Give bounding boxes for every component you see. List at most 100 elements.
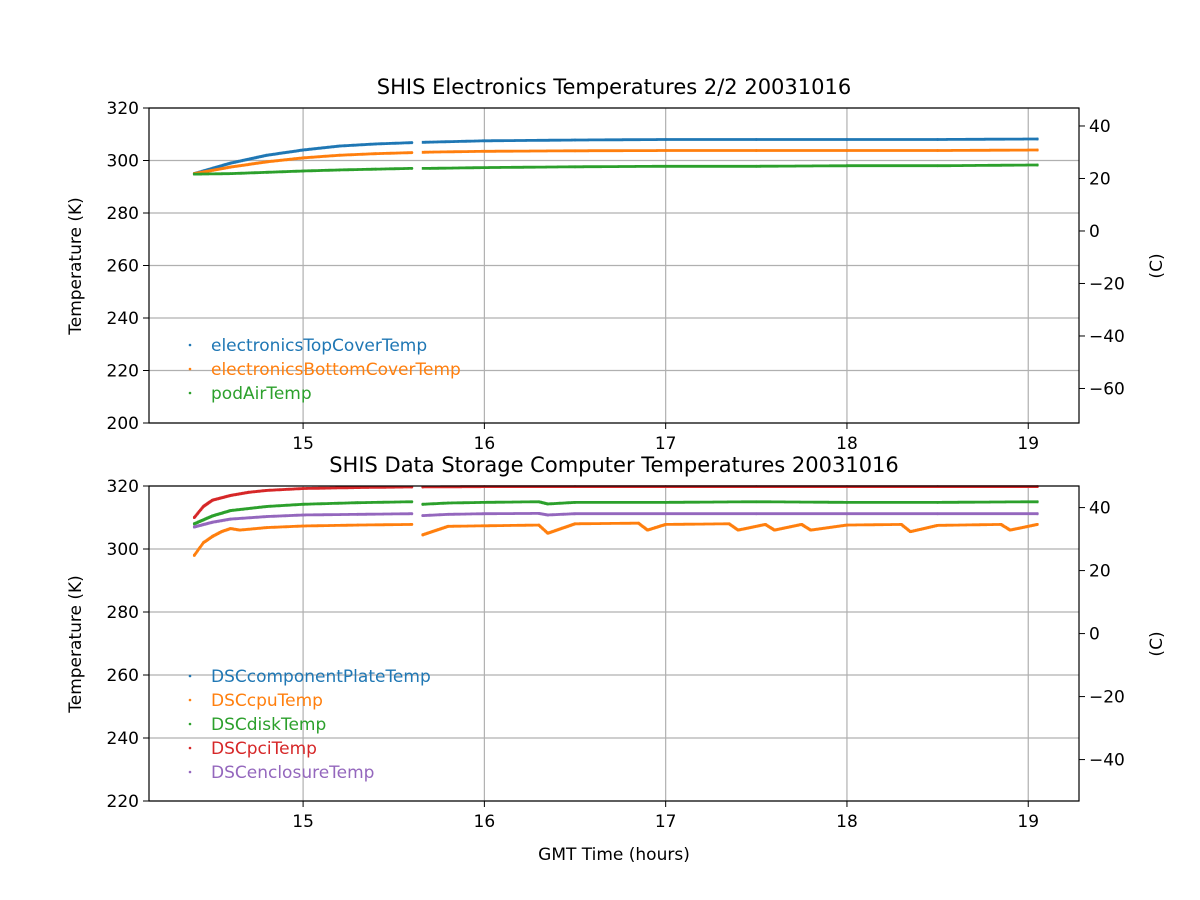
y-ticks-bottom: 220 240 260 280 300 320 xyxy=(107,477,149,812)
y-right-tick-label: 0 xyxy=(1089,625,1100,645)
data-point xyxy=(374,142,378,146)
y-ticks-right-top: 40 20 0 −20 −40 −60 xyxy=(1079,117,1125,399)
data-point xyxy=(754,164,758,168)
series-top xyxy=(192,137,1039,176)
data-point xyxy=(301,502,305,506)
data-point xyxy=(192,553,196,557)
data-point xyxy=(229,172,232,176)
data-point xyxy=(664,523,668,526)
data-point xyxy=(754,512,758,516)
x-tick-label: 16 xyxy=(474,812,496,832)
data-point xyxy=(936,512,939,516)
data-point xyxy=(936,164,939,168)
data-point xyxy=(573,522,577,526)
x-axis-label-bottom: GMT Time (hours) xyxy=(538,845,690,865)
data-point xyxy=(936,500,939,504)
y-tick-label: 260 xyxy=(107,257,139,277)
data-point xyxy=(337,168,341,172)
data-point xyxy=(337,144,341,148)
data-point xyxy=(356,523,359,527)
data-point xyxy=(356,486,359,489)
data-point xyxy=(546,513,550,517)
legend-label: podAirTemp xyxy=(211,384,312,404)
data-point xyxy=(936,138,939,141)
data-point xyxy=(337,153,341,157)
chart-bottom-dsc: 15 16 17 18 19 220 240 260 280 300 320 40 20 0 −20 −4… xyxy=(66,453,1167,865)
data-point xyxy=(192,525,196,529)
data-point xyxy=(265,160,269,164)
data-point xyxy=(211,520,214,524)
x-tick-label: 18 xyxy=(836,434,858,454)
data-point xyxy=(428,150,432,154)
data-point xyxy=(428,166,432,170)
x-tick-label: 16 xyxy=(474,434,496,454)
chart-title-top: SHIS Electronics Temperatures 2/2 200310… xyxy=(377,75,851,99)
data-point xyxy=(410,523,414,526)
data-point xyxy=(845,500,849,504)
data-point xyxy=(646,528,649,532)
data-point xyxy=(736,528,740,532)
y-axis-label-right-bottom: (C) xyxy=(1147,631,1167,656)
legend-marker xyxy=(188,722,192,726)
data-point xyxy=(192,172,196,176)
data-point xyxy=(482,512,486,516)
y-tick-label: 280 xyxy=(107,204,139,224)
legend-marker xyxy=(188,746,192,750)
data-point xyxy=(301,513,305,517)
data-point xyxy=(482,166,486,169)
data-point xyxy=(482,139,486,143)
legend-marker xyxy=(188,367,192,371)
data-point xyxy=(421,502,425,506)
data-point xyxy=(301,524,305,528)
data-point xyxy=(727,522,731,526)
data-point xyxy=(410,151,414,155)
data-point xyxy=(664,149,668,152)
y-right-tick-label: −40 xyxy=(1089,327,1125,347)
data-point xyxy=(899,523,903,526)
data-point xyxy=(410,500,414,504)
chart-title-bottom: SHIS Data Storage Computer Temperatures … xyxy=(329,453,899,477)
x-tick-label: 15 xyxy=(292,434,314,454)
y-right-tick-label: 40 xyxy=(1089,117,1111,137)
grid-top xyxy=(149,107,1079,424)
series-DSCcpuTemp xyxy=(192,521,1039,557)
y-tick-label: 220 xyxy=(107,792,139,812)
data-point xyxy=(410,166,414,170)
data-point xyxy=(238,528,242,532)
y-right-tick-label: 40 xyxy=(1089,499,1111,519)
data-point xyxy=(265,505,269,508)
data-point xyxy=(220,530,223,534)
y-right-tick-label: −20 xyxy=(1089,688,1125,708)
data-point xyxy=(265,489,269,492)
data-point xyxy=(229,509,232,512)
data-point xyxy=(229,517,232,521)
data-point xyxy=(201,541,205,545)
y-axis-label-right-top: (C) xyxy=(1147,253,1167,278)
y-tick-label: 300 xyxy=(107,152,139,172)
data-point xyxy=(754,500,758,504)
y-tick-label: 320 xyxy=(107,99,139,119)
y-tick-label: 240 xyxy=(107,729,139,749)
data-point xyxy=(356,512,359,516)
data-point xyxy=(800,523,804,526)
data-point xyxy=(301,148,305,152)
data-point xyxy=(664,500,668,504)
legend-marker xyxy=(188,770,192,774)
data-point xyxy=(1035,148,1039,152)
data-point xyxy=(1035,500,1039,504)
plot-frame-bottom xyxy=(148,485,1080,802)
y-right-tick-label: −40 xyxy=(1089,751,1125,771)
data-point xyxy=(301,156,305,160)
legend-label: DSCenclosureTemp xyxy=(211,763,374,783)
data-point xyxy=(410,141,414,145)
legend-marker xyxy=(188,674,192,678)
data-point xyxy=(809,528,813,532)
data-point xyxy=(573,138,577,142)
data-point xyxy=(1008,528,1012,532)
data-point xyxy=(773,528,776,532)
legend-label: electronicsTopCoverTemp xyxy=(211,336,427,356)
data-point xyxy=(573,512,577,516)
data-point xyxy=(229,161,232,165)
data-point xyxy=(537,500,541,504)
data-point xyxy=(664,164,668,168)
